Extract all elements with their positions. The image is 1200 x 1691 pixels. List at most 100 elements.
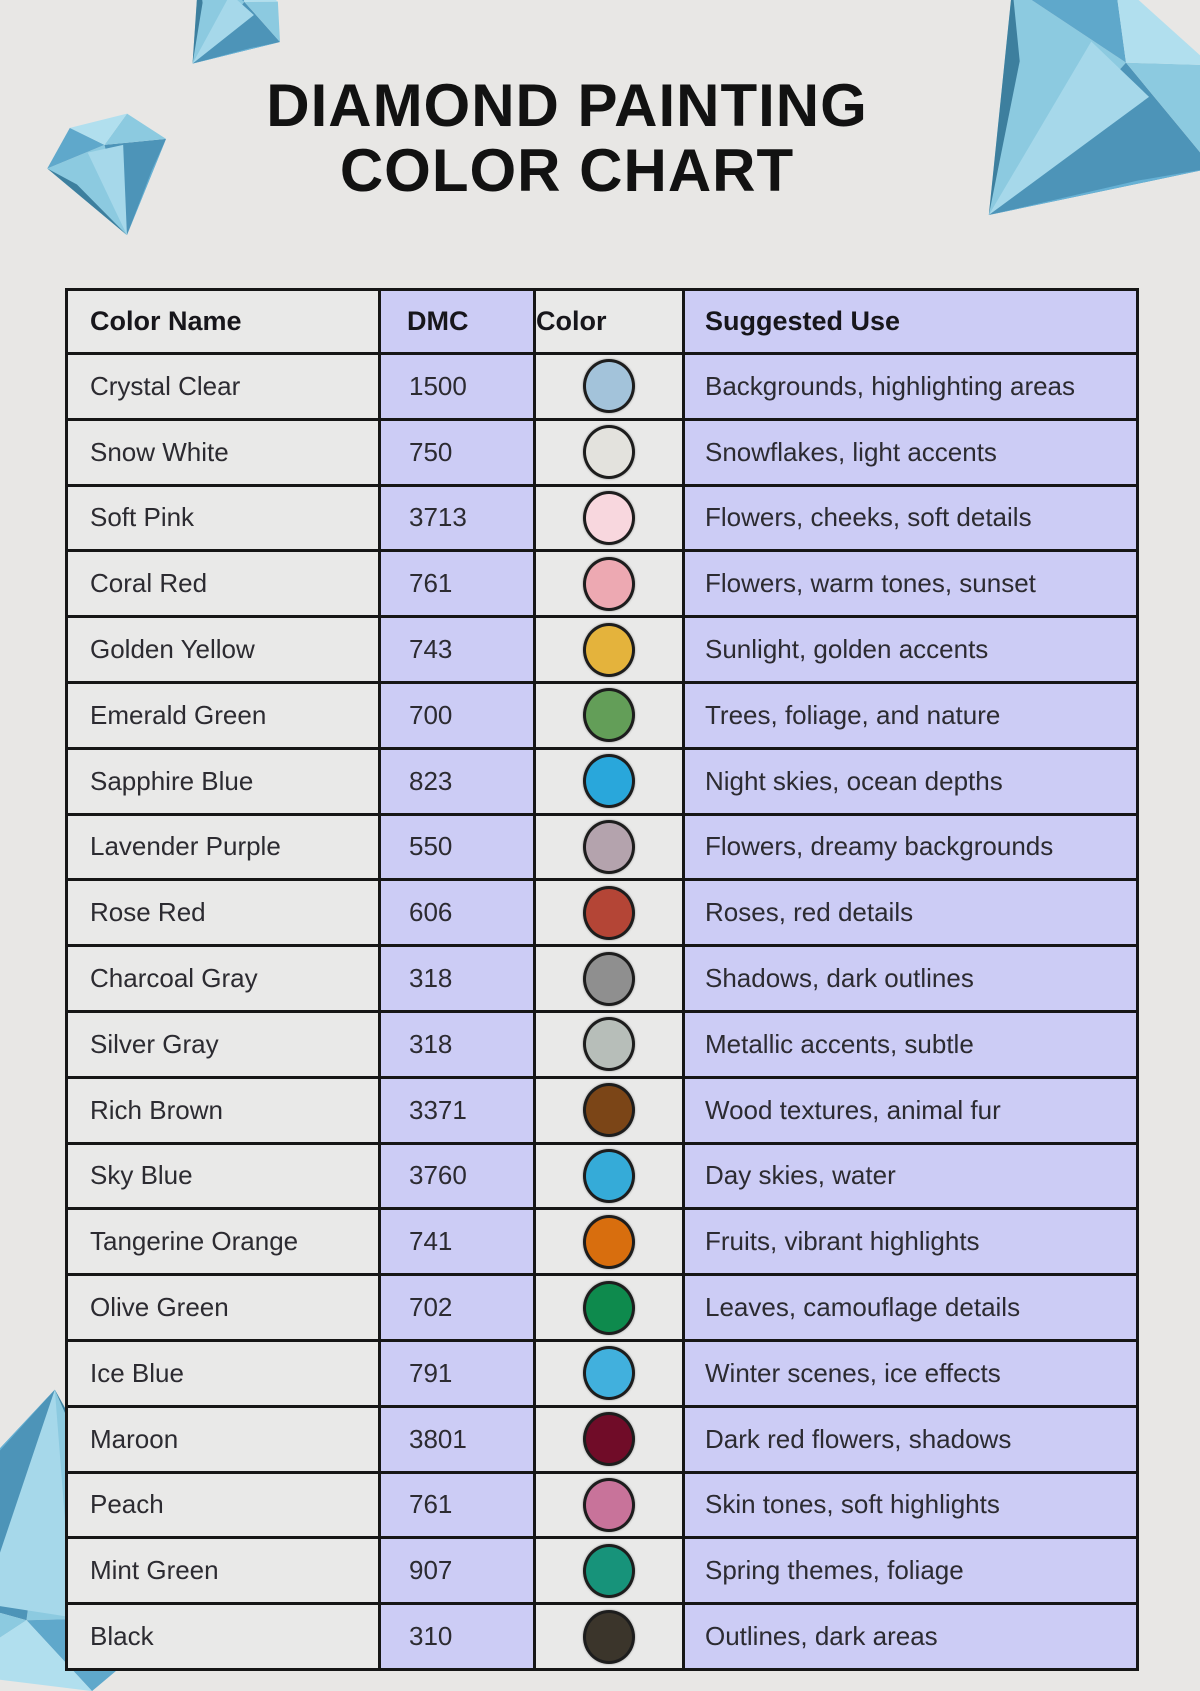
color-name-cell: Sky Blue xyxy=(65,1141,381,1211)
color-cell xyxy=(533,1207,685,1277)
color-swatch xyxy=(583,425,635,480)
color-swatch xyxy=(583,754,635,809)
table-row: Coral Red 761 Flowers, warm tones, sunset xyxy=(65,549,1139,619)
color-chart-table: Color Name DMC Color Suggested Use Cryst… xyxy=(65,288,1139,1671)
dmc-code-cell: 761 xyxy=(378,549,536,619)
color-name-cell: Mint Green xyxy=(65,1536,381,1606)
suggested-use-cell: Leaves, camouflage details xyxy=(682,1273,1139,1342)
table-header-row: Color Name DMC Color Suggested Use xyxy=(65,288,1139,355)
color-cell xyxy=(533,1009,685,1079)
dmc-code-cell: 791 xyxy=(378,1338,536,1408)
color-name-cell: Snow White xyxy=(65,417,381,487)
color-name-cell: Ice Blue xyxy=(65,1338,381,1408)
header-color-name: Color Name xyxy=(65,288,381,355)
color-cell xyxy=(533,746,685,816)
suggested-use-cell: Roses, red details xyxy=(682,878,1139,948)
color-cell xyxy=(533,1141,685,1211)
table-row: Charcoal Gray 318 Shadows, dark outlines xyxy=(65,944,1139,1013)
table-row: Silver Gray 318 Metallic accents, subtle xyxy=(65,1009,1139,1079)
color-name-cell: Golden Yellow xyxy=(65,615,381,684)
color-name-cell: Sapphire Blue xyxy=(65,746,381,816)
dmc-code-cell: 1500 xyxy=(378,352,536,421)
dmc-code-cell: 3801 xyxy=(378,1404,536,1474)
color-cell xyxy=(533,1338,685,1408)
color-swatch xyxy=(583,1543,635,1598)
color-cell xyxy=(533,878,685,948)
suggested-use-cell: Dark red flowers, shadows xyxy=(682,1404,1139,1474)
table-row: Rose Red 606 Roses, red details xyxy=(65,878,1139,948)
color-cell xyxy=(533,812,685,882)
suggested-use-cell: Snowflakes, light accents xyxy=(682,417,1139,487)
suggested-use-cell: Day skies, water xyxy=(682,1141,1139,1211)
table-row: Sky Blue 3760 Day skies, water xyxy=(65,1141,1139,1211)
dmc-code-cell: 743 xyxy=(378,615,536,684)
table-row: Soft Pink 3713 Flowers, cheeks, soft detai… xyxy=(65,483,1139,553)
color-swatch xyxy=(583,1609,635,1664)
dmc-code-cell: 606 xyxy=(378,878,536,948)
color-swatch xyxy=(583,622,635,677)
dmc-code-cell: 3371 xyxy=(378,1075,536,1145)
color-cell xyxy=(533,1075,685,1145)
header-color: Color xyxy=(533,288,685,355)
dmc-code-cell: 700 xyxy=(378,680,536,750)
color-name-cell: Olive Green xyxy=(65,1273,381,1342)
dmc-code-cell: 3713 xyxy=(378,483,536,553)
suggested-use-cell: Outlines, dark areas xyxy=(682,1602,1139,1671)
color-swatch xyxy=(583,1214,635,1269)
page-title-line1: DIAMOND PAINTING xyxy=(266,72,868,139)
color-name-cell: Emerald Green xyxy=(65,680,381,750)
color-swatch xyxy=(583,490,635,545)
color-cell xyxy=(533,615,685,684)
header-suggested-use: Suggested Use xyxy=(682,288,1139,355)
header-dmc: DMC xyxy=(378,288,536,355)
table-row: Peach 761 Skin tones, soft highlights xyxy=(65,1470,1139,1540)
color-name-cell: Tangerine Orange xyxy=(65,1207,381,1277)
color-name-cell: Rose Red xyxy=(65,878,381,948)
table-row: Ice Blue 791 Winter scenes, ice effects xyxy=(65,1338,1139,1408)
color-cell xyxy=(533,1273,685,1342)
suggested-use-cell: Metallic accents, subtle xyxy=(682,1009,1139,1079)
color-cell xyxy=(533,1602,685,1671)
table-row: Snow White 750 Snowflakes, light accents xyxy=(65,417,1139,487)
color-cell xyxy=(533,1536,685,1606)
color-swatch xyxy=(583,1148,635,1203)
page-title-line2: COLOR CHART xyxy=(339,136,795,204)
suggested-use-cell: Flowers, warm tones, sunset xyxy=(682,549,1139,619)
table-row: Sapphire Blue 823 Night skies, ocean depth… xyxy=(65,746,1139,816)
color-swatch xyxy=(583,1412,635,1467)
color-swatch xyxy=(583,1083,635,1138)
color-name-cell: Charcoal Gray xyxy=(65,944,381,1013)
color-cell xyxy=(533,417,685,487)
color-name-cell: Maroon xyxy=(65,1404,381,1474)
dmc-code-cell: 318 xyxy=(378,1009,536,1079)
table-row: Golden Yellow 743 Sunlight, golden accents xyxy=(65,615,1139,684)
color-name-cell: Lavender Purple xyxy=(65,812,381,882)
dmc-code-cell: 702 xyxy=(378,1273,536,1342)
suggested-use-cell: Flowers, dreamy backgrounds xyxy=(682,812,1139,882)
suggested-use-cell: Backgrounds, highlighting areas xyxy=(682,352,1139,421)
color-swatch xyxy=(583,819,635,874)
table-row: Emerald Green 700 Trees, foliage, and natu… xyxy=(65,680,1139,750)
dmc-code-cell: 761 xyxy=(378,1470,536,1540)
color-cell xyxy=(533,944,685,1013)
color-name-cell: Crystal Clear xyxy=(65,352,381,421)
suggested-use-cell: Shadows, dark outlines xyxy=(682,944,1139,1013)
color-cell xyxy=(533,483,685,553)
color-cell xyxy=(533,680,685,750)
table-row: Mint Green 907 Spring themes, foliage xyxy=(65,1536,1139,1606)
color-swatch xyxy=(583,1477,635,1532)
suggested-use-cell: Spring themes, foliage xyxy=(682,1536,1139,1606)
color-name-cell: Silver Gray xyxy=(65,1009,381,1079)
color-name-cell: Coral Red xyxy=(65,549,381,619)
color-swatch xyxy=(583,885,635,940)
dmc-code-cell: 3760 xyxy=(378,1141,536,1211)
table-row: Maroon 3801 Dark red flowers, shadows xyxy=(65,1404,1139,1474)
color-swatch xyxy=(583,1017,635,1072)
color-cell xyxy=(533,1470,685,1540)
color-swatch xyxy=(583,1346,635,1401)
table-row: Olive Green 702 Leaves, camouflage details xyxy=(65,1273,1139,1342)
dmc-code-cell: 550 xyxy=(378,812,536,882)
table-row: Rich Brown 3371 Wood textures, animal fur xyxy=(65,1075,1139,1145)
color-cell xyxy=(533,1404,685,1474)
